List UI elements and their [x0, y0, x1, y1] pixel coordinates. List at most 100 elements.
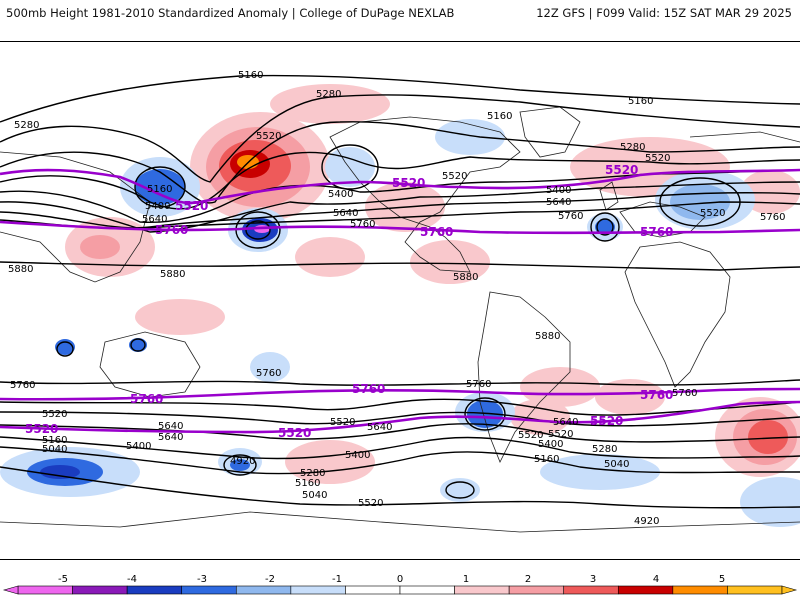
contour-line	[0, 74, 800, 123]
contour-5760-nh	[0, 220, 800, 235]
colorbar-swatch	[508, 585, 565, 595]
contour-label: 5160	[295, 478, 320, 489]
contour-line	[0, 151, 800, 210]
highlight-label: 5760	[130, 392, 163, 406]
anomaly-blob	[40, 465, 80, 479]
contour-label: 5640	[158, 432, 183, 443]
contour-label: 5640	[546, 197, 571, 208]
anomaly-blob	[410, 240, 490, 284]
contour-label: 5640	[142, 214, 167, 225]
anomaly-blob	[270, 84, 390, 124]
colorbar-tick-label: -5	[58, 574, 68, 585]
coastline-north-america	[329, 116, 521, 273]
anomaly-blob	[135, 169, 185, 205]
colorbar-tick-label: -3	[197, 574, 207, 585]
contour-label: 5880	[453, 272, 478, 283]
contour-5520-sh	[0, 400, 800, 434]
map-panel: 5160 5280 5280 5520 5160 5280 5520 5520 …	[0, 41, 800, 560]
colorbar-swatch	[672, 585, 728, 595]
coastline-greenland	[519, 106, 581, 158]
highlighted-contours	[0, 168, 800, 434]
contour-5520-nh	[0, 168, 800, 205]
contour-label: 5400	[538, 439, 563, 450]
contour-label: 5400	[145, 201, 170, 212]
contour-label: 5040	[604, 459, 629, 470]
contour-label: 5520	[548, 429, 573, 440]
height-contours	[0, 74, 800, 509]
contour-label: 5520	[518, 430, 543, 441]
contour-label: 5040	[42, 444, 67, 455]
colorbar-swatch	[235, 585, 292, 595]
contour-label: 5640	[158, 421, 183, 432]
colorbar-swatch	[72, 585, 128, 595]
contour-label: 5760	[10, 380, 35, 391]
map-title: 500mb Height 1981-2010 Standardized Anom…	[6, 6, 455, 20]
anomaly-blob	[540, 454, 660, 490]
colorbar-swatch	[563, 585, 619, 595]
contour-label: 5520	[700, 208, 725, 219]
contour-line	[464, 397, 506, 431]
contour-line	[223, 454, 257, 476]
contour-label: 5400	[328, 189, 353, 200]
colorbar-tick-label: 4	[653, 574, 659, 585]
colorbar-tick-label: -4	[127, 574, 137, 585]
contour-label: 5520	[442, 171, 467, 182]
contour-label: 5160	[487, 111, 512, 122]
anomaly-colorbar: -5 -4 -3 -2 -1 0 1 2 3 4 5	[2, 574, 798, 595]
contour-line	[321, 144, 379, 190]
coastline-asia	[0, 131, 800, 283]
highlight-label: 5520	[278, 426, 311, 440]
contour-label: 4920	[230, 456, 255, 467]
contour-line	[0, 94, 800, 183]
colorbar-swatch	[181, 585, 237, 595]
anomaly-blob	[129, 338, 147, 352]
contour-label: 5160	[534, 454, 559, 465]
anomaly-blob	[80, 235, 120, 259]
highlight-label: 5520	[175, 199, 208, 213]
contour-label: 5880	[535, 331, 560, 342]
contour-label: 5760	[558, 211, 583, 222]
anomaly-blob	[595, 219, 615, 235]
colorbar-swatch	[727, 585, 783, 595]
anomaly-blob	[510, 399, 570, 435]
colorbar-tick-label: -2	[265, 574, 275, 585]
contour-label: 5280	[14, 120, 39, 131]
anomaly-blob	[748, 420, 788, 454]
colorbar-tick-label: 5	[719, 574, 725, 585]
coastlines	[0, 106, 800, 533]
contour-line	[0, 121, 800, 204]
contour-label: 5880	[8, 264, 33, 275]
contour-label: 5760	[466, 379, 491, 390]
contour-line	[56, 341, 74, 357]
contour-label: 5760	[672, 388, 697, 399]
anomaly-blob	[295, 237, 365, 277]
contour-label: 5520	[256, 131, 281, 142]
highlight-label: 5760	[640, 225, 673, 239]
contour-line	[0, 436, 800, 460]
contour-label: 5520	[645, 153, 670, 164]
contour-label: 5640	[367, 422, 392, 433]
contour-label: 5160	[42, 435, 67, 446]
contour-label: 5520	[358, 498, 383, 509]
contour-line	[0, 261, 800, 271]
highlight-label: 5760	[420, 225, 453, 239]
model-run-info: 12Z GFS | F099 Valid: 15Z SAT MAR 29 202…	[536, 6, 792, 20]
contour-line	[130, 338, 146, 352]
contour-label: 5280	[300, 468, 325, 479]
contour-line	[245, 220, 271, 240]
colorbar-tick-label: 2	[525, 574, 531, 585]
colorbar-swatch	[126, 585, 183, 595]
colorbar-swatch	[345, 585, 401, 595]
anomaly-blob	[135, 299, 225, 335]
contour-labels: 5160 5280 5280 5520 5160 5280 5520 5520 …	[8, 70, 785, 527]
colorbar-swatch	[617, 585, 674, 595]
contour-label: 5520	[330, 417, 355, 428]
contour-line	[134, 166, 186, 208]
contour-5760-sh	[0, 387, 800, 401]
contour-label: 4920	[634, 516, 659, 527]
highlight-label: 5760	[640, 388, 673, 402]
contour-label: 5160	[628, 96, 653, 107]
coastline-africa	[624, 241, 731, 388]
anomaly-blob	[250, 352, 290, 382]
colorbar-end-high	[781, 585, 798, 595]
